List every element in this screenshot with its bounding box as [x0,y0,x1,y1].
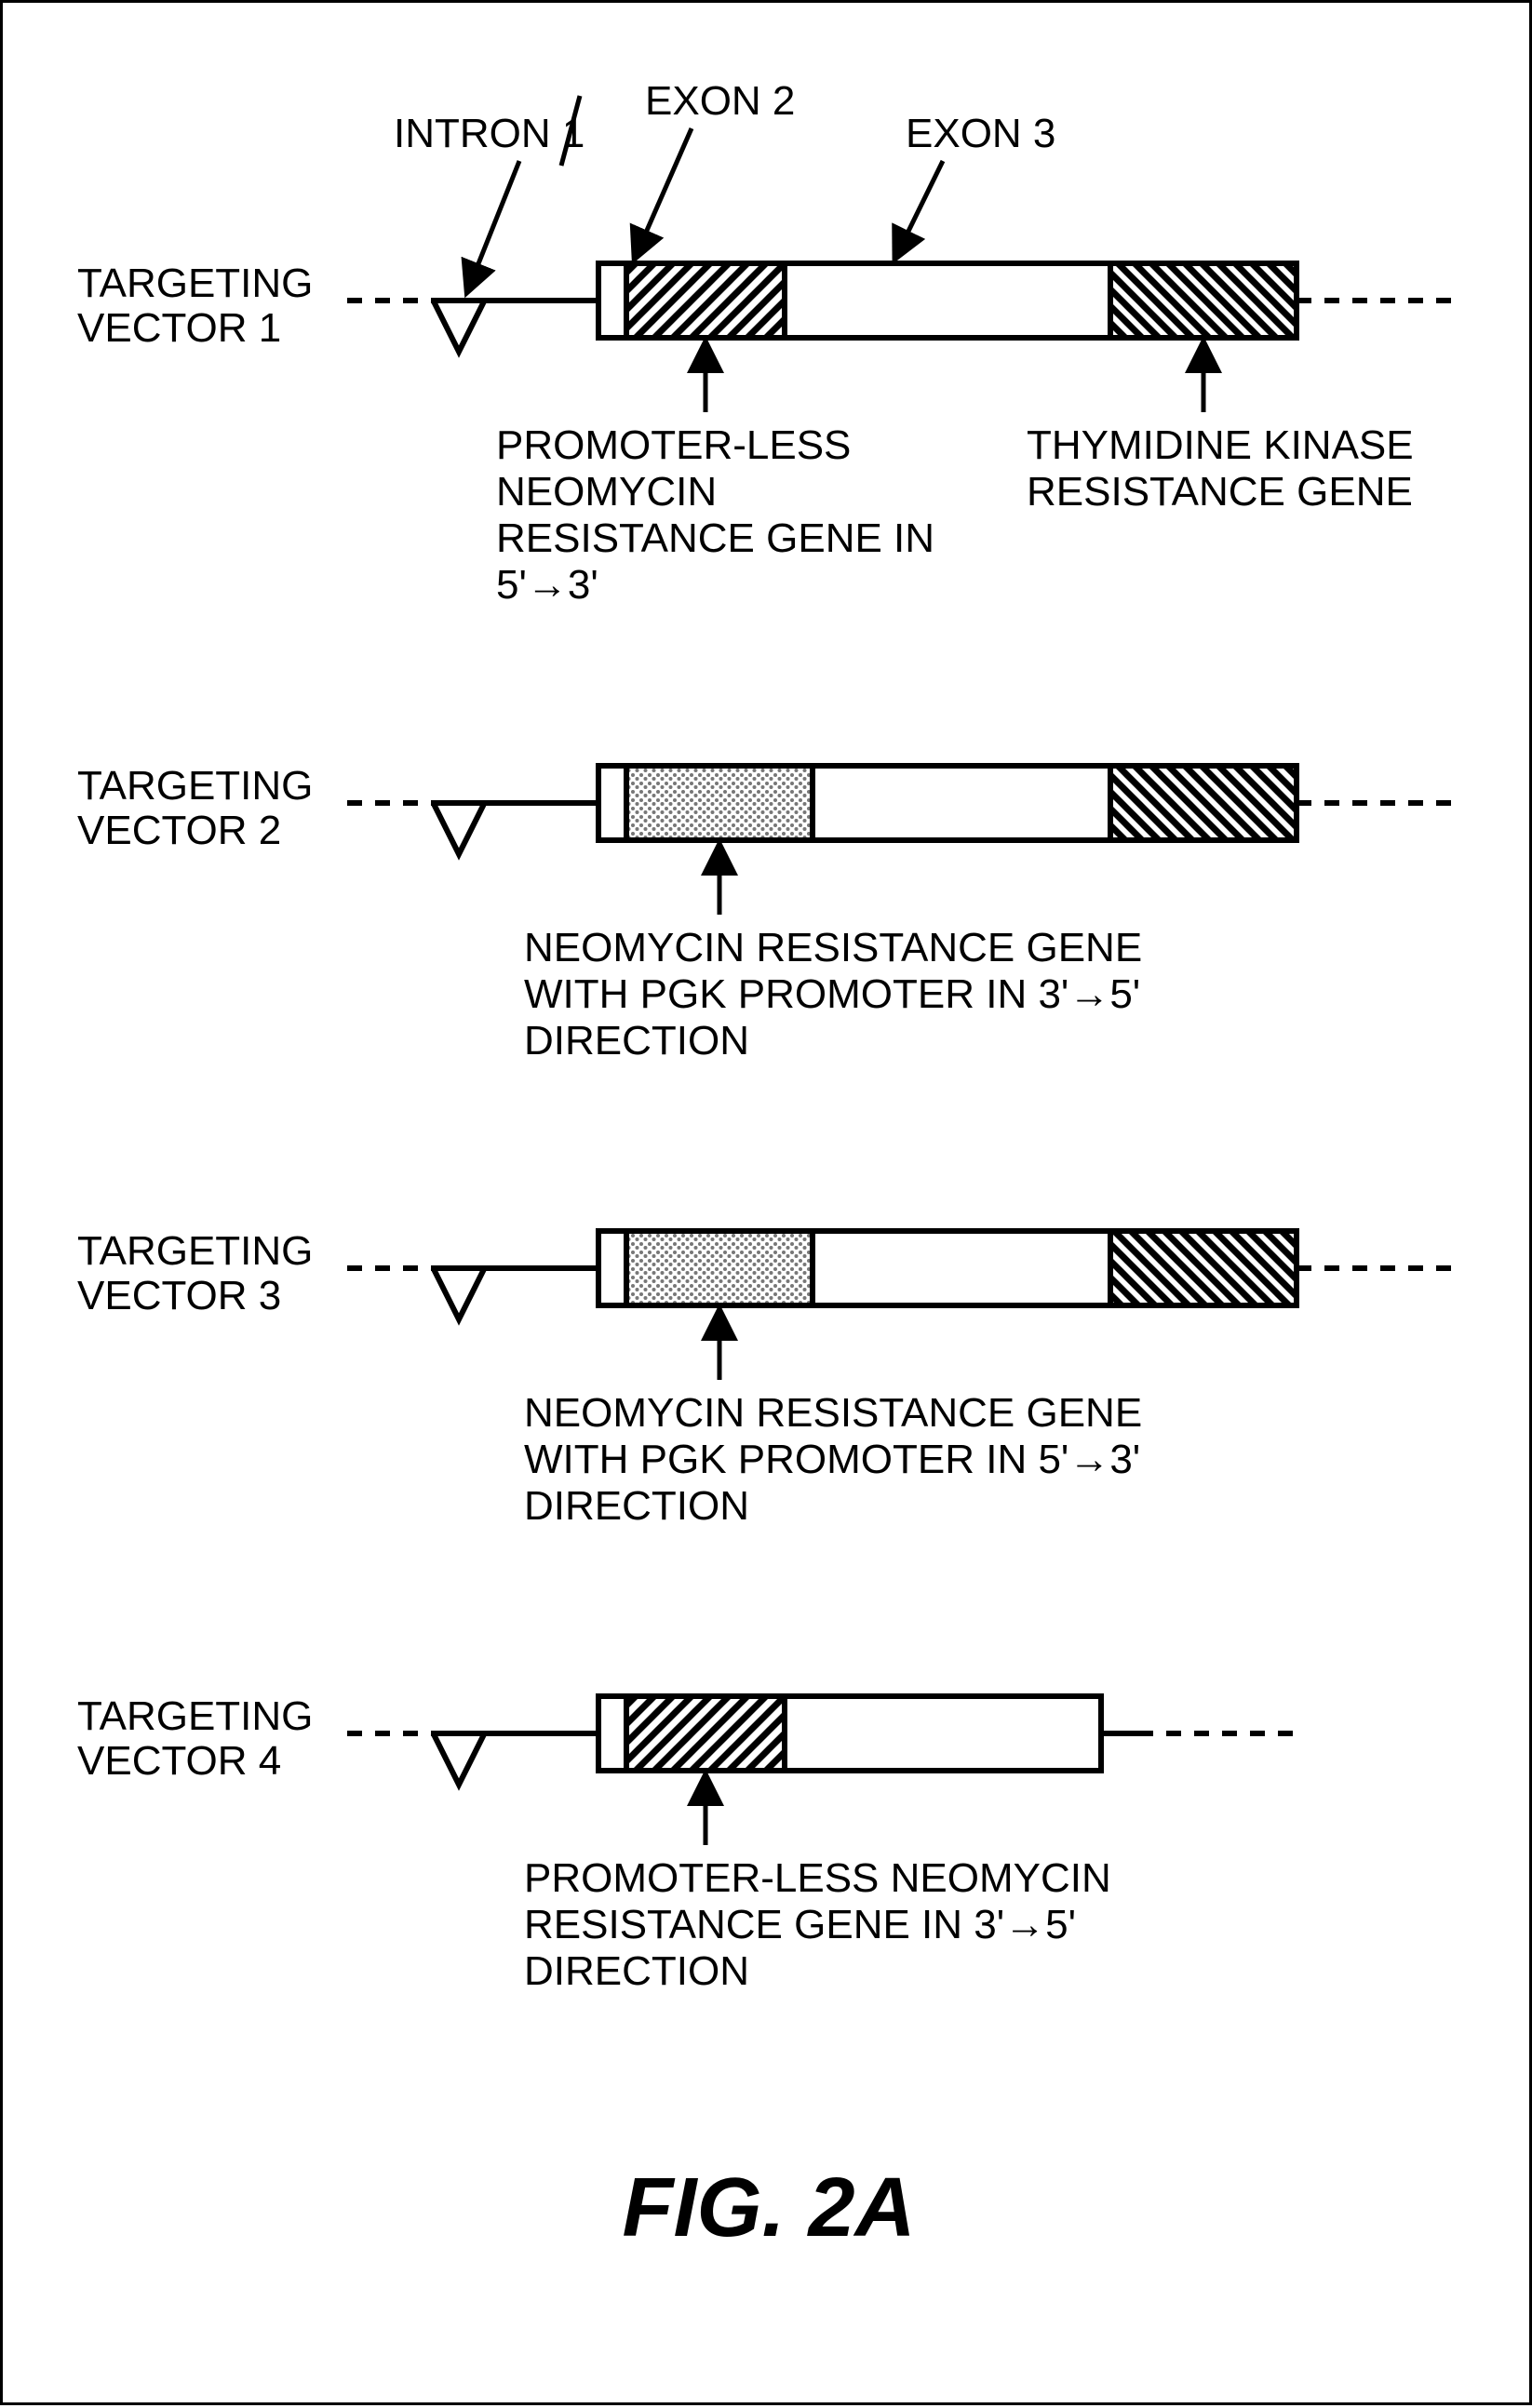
annot-neo: WITH PGK PROMOTER IN 3'→5' [524,971,1140,1017]
annot-neo: 5'→3' [496,562,598,608]
label-intron1: INTRON 1 [394,111,585,156]
annot-neo: RESISTANCE GENE IN [496,515,934,561]
annot-neo: DIRECTION [524,1018,749,1064]
arrow-intron1 [468,161,519,289]
exon2-box [598,263,626,338]
vector-label: TARGETING [77,763,313,809]
intron-notch [434,1268,485,1319]
exon3-box [785,263,1110,338]
annot-neo: PROMOTER-LESS [496,422,851,468]
arrow-exon3 [896,161,943,256]
annot-neo: DIRECTION [524,1483,749,1529]
intron-notch [434,1733,485,1785]
exon2-box [598,766,626,840]
exon2-box [598,1696,626,1771]
vector-label: TARGETING [77,261,313,306]
vector-label: TARGETING [77,1693,313,1739]
neo-box [626,1696,785,1771]
vector-label: TARGETING [77,1228,313,1274]
intron-notch [434,301,485,352]
exon2-box [598,1231,626,1305]
vector-label: VECTOR 3 [77,1273,281,1318]
exon3-box [813,1231,1110,1305]
annot-neo: NEOMYCIN [496,469,717,515]
vector-label: VECTOR 2 [77,808,281,853]
neo-box [626,263,785,338]
exon3-box [785,1696,1101,1771]
figure-page: INTRON 1EXON 2EXON 3TARGETINGVECTOR 1PRO… [0,0,1532,2405]
arrow-exon2 [636,128,692,256]
diagram-svg: INTRON 1EXON 2EXON 3TARGETINGVECTOR 1PRO… [3,3,1532,2408]
neo-box [626,1231,813,1305]
annot-neo: NEOMYCIN RESISTANCE GENE [524,925,1142,970]
neo-box [626,766,813,840]
annot-neo: WITH PGK PROMOTER IN 5'→3' [524,1437,1140,1482]
vector-label: VECTOR 1 [77,305,281,351]
label-exon3: EXON 3 [906,111,1055,156]
tk-box [1110,263,1297,338]
annot-neo: RESISTANCE GENE IN 3'→5' [524,1902,1076,1947]
exon3-box [813,766,1110,840]
annot-tk: THYMIDINE KINASE [1027,422,1414,468]
annot-tk: RESISTANCE GENE [1027,469,1413,515]
annot-neo: NEOMYCIN RESISTANCE GENE [524,1390,1142,1436]
tk-box [1110,1231,1297,1305]
annot-neo: PROMOTER-LESS NEOMYCIN [524,1855,1111,1901]
label-exon2: EXON 2 [645,78,795,124]
intron-notch [434,803,485,854]
tk-box [1110,766,1297,840]
annot-neo: DIRECTION [524,1948,749,1994]
vector-label: VECTOR 4 [77,1738,281,1784]
figure-title: FIG. 2A [622,2161,915,2254]
